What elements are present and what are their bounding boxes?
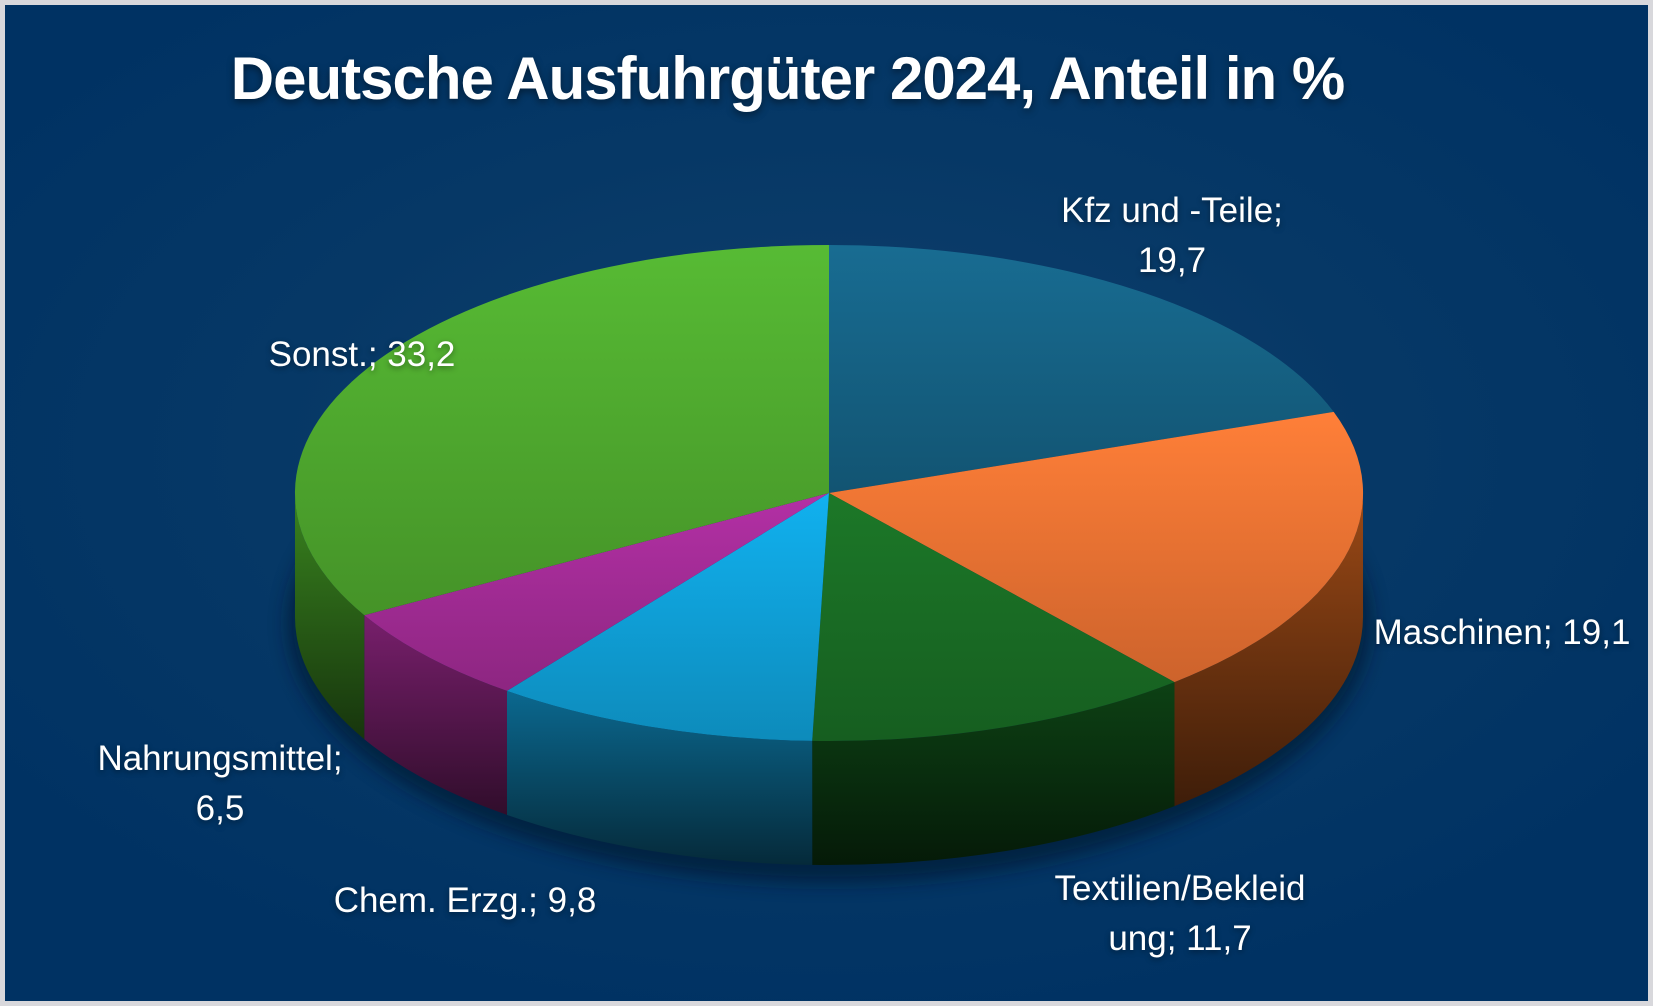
slice-label-line: 19,7 [1137,241,1207,280]
pie-side-maschinen [1174,493,1363,807]
pie-chart-3d [287,244,1371,883]
pie-side-textilien-bekleidung [812,682,1175,866]
slice-label-kfz-und-teile: Kfz und -Teile; 19,7 [972,186,1372,286]
slice-label-line: Nahrungsmittel; [97,739,343,778]
slice-label-line: 6,5 [195,789,245,828]
pie-side-chem-erzg [507,690,813,865]
pie-slice-kfz-und-teile [829,244,1334,493]
pie-slice-nahrungsmittel [364,493,829,691]
pie-slice-maschinen [829,411,1364,683]
pie-slice-sonst [294,245,829,616]
pie-side-nahrungsmittel [364,615,507,815]
slice-label-line: Maschinen; 19,1 [1373,613,1631,652]
chart-title: Deutsche Ausfuhrgüter 2024, Anteil in % [230,45,1345,112]
slice-label-line: Chem. Erzg.; 9,8 [333,881,597,920]
slice-label-textilien-bekleidung: Textilien/Bekleid ung; 11,7 [980,864,1380,964]
slice-label-line: ung; 11,7 [1108,919,1252,958]
slice-label-line: Kfz und -Teile; [1061,191,1283,230]
pie-slice-textilien-bekleidung [812,493,1175,742]
slice-label-maschinen: Maschinen; 19,1 [1302,608,1648,658]
pie-slice-chem-erzg [507,493,829,741]
slice-label-line: Textilien/Bekleid [1054,869,1306,908]
slice-label-sonst: Sonst.; 33,2 [162,330,562,380]
slice-label-chem-erzg: Chem. Erzg.; 9,8 [265,876,665,926]
slice-label-line: Sonst.; 33,2 [268,335,456,374]
slice-label-nahrungsmittel: Nahrungsmittel; 6,5 [20,734,420,834]
pie-side-sonst [295,493,365,740]
